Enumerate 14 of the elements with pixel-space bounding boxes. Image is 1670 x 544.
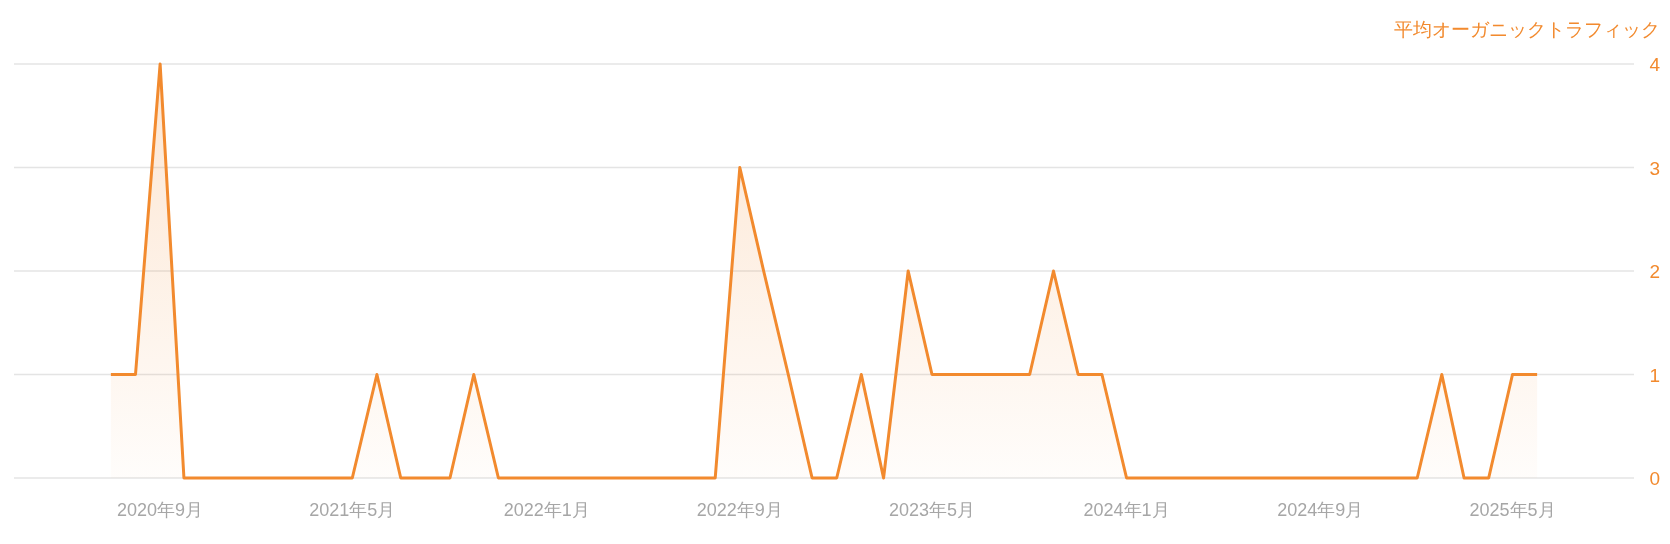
x-tick: 2022年9月	[696, 500, 783, 520]
ylabel: 平均オーガニックトラフィック	[1394, 19, 1660, 40]
y-tick: 0	[1649, 468, 1660, 489]
x-tick: 2025年5月	[1469, 500, 1556, 520]
x-tick: 2020年9月	[117, 500, 204, 520]
x-tick: 2024年9月	[1277, 500, 1364, 520]
y-tick: 2	[1649, 261, 1660, 282]
x-tick: 2022年1月	[503, 500, 590, 520]
y-tick: 4	[1649, 54, 1660, 75]
y-tick: 3	[1649, 157, 1660, 179]
x-tick: 2021年5月	[309, 500, 396, 520]
x-tick: 2023年5月	[888, 500, 976, 520]
y-tick: 1	[1649, 364, 1660, 386]
x-tick: 2024年1月	[1083, 500, 1170, 520]
